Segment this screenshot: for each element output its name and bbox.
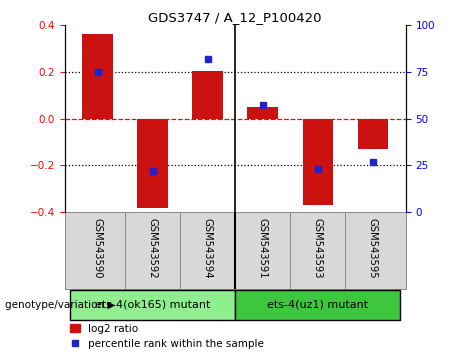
- Legend: log2 ratio, percentile rank within the sample: log2 ratio, percentile rank within the s…: [70, 324, 264, 349]
- Text: GSM543592: GSM543592: [148, 218, 158, 278]
- Text: GSM543591: GSM543591: [258, 218, 268, 278]
- Bar: [137, 119, 168, 208]
- Text: GSM543590: GSM543590: [93, 218, 102, 278]
- Text: GSM543594: GSM543594: [202, 218, 213, 278]
- Bar: [358, 119, 388, 149]
- Bar: [70, 290, 235, 320]
- Text: GSM543595: GSM543595: [368, 218, 378, 278]
- Bar: [235, 290, 400, 320]
- Text: GSM543593: GSM543593: [313, 218, 323, 278]
- Text: ets-4(ok165) mutant: ets-4(ok165) mutant: [95, 299, 210, 310]
- Text: genotype/variation ▶: genotype/variation ▶: [5, 300, 115, 310]
- Bar: [193, 70, 223, 119]
- Bar: [248, 107, 278, 119]
- Bar: [302, 119, 333, 205]
- Text: ets-4(uz1) mutant: ets-4(uz1) mutant: [267, 299, 368, 310]
- Bar: [83, 34, 112, 119]
- Title: GDS3747 / A_12_P100420: GDS3747 / A_12_P100420: [148, 11, 322, 24]
